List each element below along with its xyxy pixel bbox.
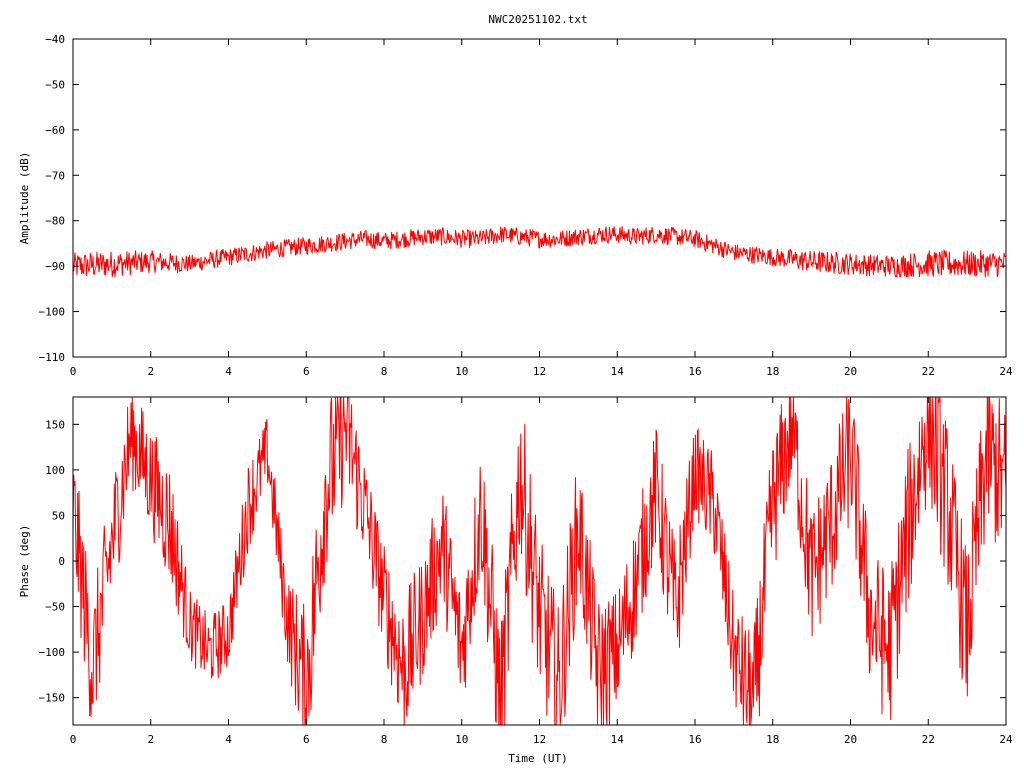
amplitude-x-tick-label: 8: [381, 365, 388, 378]
amplitude-x-tick-label: 22: [922, 365, 935, 378]
chart-title: NWC20251102.txt: [488, 13, 587, 26]
amplitude-x-tick-label: 12: [533, 365, 546, 378]
amplitude-y-tick-label: −110: [39, 351, 66, 364]
amplitude-x-tick-label: 10: [455, 365, 468, 378]
amplitude-y-tick-label: −100: [39, 306, 66, 319]
amplitude-y-tick-label: −90: [45, 260, 65, 273]
phase-x-tick-label: 22: [922, 733, 935, 746]
amplitude-x-tick-label: 2: [147, 365, 154, 378]
phase-panel: 0 2 4 6 8 10 12 14 16 18 20 22 24−150−100−5005010015…: [18, 396, 1013, 765]
amplitude-x-tick-label: 4: [225, 365, 232, 378]
amplitude-y-tick-label: −40: [45, 33, 65, 46]
amplitude-panel: 0 2 4 6 8 10 12 14 16 18 20 22 24−110−100−90−80−70−6…: [18, 33, 1013, 378]
amplitude-ticks: 0 2 4 6 8 10 12 14 16 18 20 22 24−110−100−90−80−70−6…: [39, 33, 1013, 378]
phase-x-tick-label: 18: [766, 733, 779, 746]
phase-trace: [72, 396, 1007, 726]
amplitude-x-tick-label: 6: [303, 365, 310, 378]
phase-y-tick-label: 100: [45, 464, 65, 477]
phase-ticks: 0 2 4 6 8 10 12 14 16 18 20 22 24−150−100−5005010015…: [39, 397, 1013, 746]
phase-x-tick-label: 8: [381, 733, 388, 746]
amplitude-x-tick-label: 18: [766, 365, 779, 378]
amplitude-y-tick-label: −50: [45, 78, 65, 91]
amplitude-x-tick-label: 14: [611, 365, 625, 378]
phase-x-tick-label: 24: [999, 733, 1013, 746]
amplitude-y-tick-label: −70: [45, 169, 65, 182]
phase-x-tick-label: 6: [303, 733, 310, 746]
amplitude-x-tick-label: 20: [844, 365, 857, 378]
phase-x-tick-label: 16: [688, 733, 701, 746]
phase-y-tick-label: 150: [45, 418, 65, 431]
phase-y-tick-label: 0: [58, 555, 65, 568]
phase-x-tick-label: 12: [533, 733, 546, 746]
phase-x-tick-label: 0: [70, 733, 77, 746]
phase-x-tick-label: 4: [225, 733, 232, 746]
phase-x-tick-label: 2: [147, 733, 154, 746]
amplitude-plot-frame: [72, 38, 1007, 358]
phase-trace-line: [72, 396, 1007, 726]
phase-x-tick-label: 14: [611, 733, 625, 746]
phase-y-tick-label: 50: [52, 509, 65, 522]
amplitude-trace-line: [72, 226, 1007, 278]
phase-y-tick-label: −100: [39, 646, 66, 659]
amplitude-x-tick-label: 0: [70, 365, 77, 378]
amplitude-x-tick-label: 16: [688, 365, 701, 378]
amplitude-trace: [72, 226, 1007, 278]
phase-y-tick-label: −50: [45, 601, 65, 614]
phase-x-tick-label: 20: [844, 733, 857, 746]
amplitude-y-axis-label: Amplitude (dB): [18, 152, 31, 245]
amplitude-x-tick-label: 24: [999, 365, 1013, 378]
phase-x-tick-label: 10: [455, 733, 468, 746]
amplitude-y-tick-label: −60: [45, 124, 65, 137]
phase-y-tick-label: −150: [39, 692, 66, 705]
amplitude-y-tick-label: −80: [45, 215, 65, 228]
phase-y-axis-label: Phase (deg): [18, 525, 31, 598]
phase-x-axis-label: Time (UT): [508, 752, 568, 765]
